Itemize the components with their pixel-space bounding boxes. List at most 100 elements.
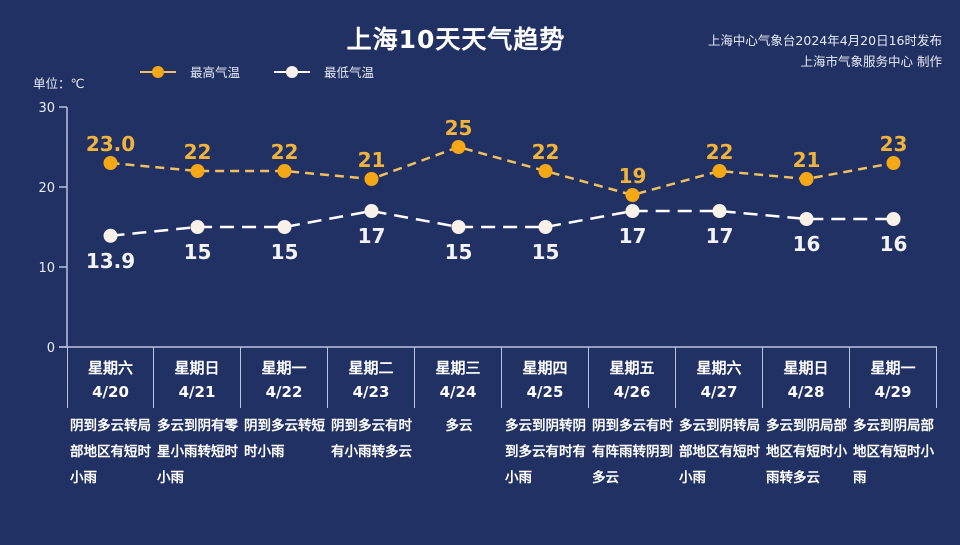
legend-item-high[interactable]: 最高气温 [140, 62, 240, 81]
weekday-label: 星期二 [348, 359, 394, 377]
weather-description: 阴到多云有时有小雨转多云 [331, 418, 412, 460]
weather-description: 阴到多云转局部地区有短时小雨 [70, 418, 151, 486]
low-temp-label: 15 [445, 240, 473, 264]
low-temp-label: 15 [532, 240, 560, 264]
weather-description: 多云到阴转局部地区有短时小雨 [679, 418, 760, 486]
high-temp-label: 19 [619, 164, 647, 188]
legend-label-low: 最低气温 [324, 65, 375, 80]
date-label: 4/21 [178, 383, 216, 401]
low-temp-point [625, 204, 640, 218]
high-temp-label: 23.0 [86, 132, 135, 156]
low-temp-point [538, 220, 553, 234]
weekday-label: 星期三 [435, 359, 481, 377]
low-temp-point [886, 212, 901, 226]
legend-item-low[interactable]: 最低气温 [274, 62, 374, 81]
high-temp-point [538, 164, 553, 178]
high-temp-point [799, 172, 814, 186]
weekday-label: 星期一 [261, 359, 307, 377]
day-column-header: 星期一 4/29 [850, 347, 937, 408]
date-label: 4/20 [92, 383, 129, 401]
weekday-label: 星期日 [174, 359, 220, 377]
day-column-header: 星期日 4/21 [154, 347, 241, 408]
publisher-line-2: 上海市气象服务中心 制作 [800, 54, 942, 69]
weather-description: 多云到阴转阴到多云有时有小雨 [505, 418, 586, 486]
y-tick-label: 30 [38, 101, 55, 116]
high-temp-line [110, 145, 894, 197]
publisher-line-1: 上海中心气象台2024年4月20日16时发布 [707, 33, 942, 48]
weather-description: 多云到阴局部地区有短时小雨转多云 [766, 418, 847, 486]
high-temp-label: 21 [358, 148, 386, 172]
high-temp-label: 25 [445, 116, 473, 140]
day-column-header: 星期六 4/20 [67, 347, 154, 408]
low-temp-point [451, 220, 466, 234]
unit-label: 单位：℃ [33, 76, 85, 91]
date-label: 4/29 [874, 383, 912, 401]
category-axis: 星期六 4/20 星期日 4/21 星期一 4/22 星期二 4/23 星期三 4/24… [67, 347, 937, 408]
weekday-label: 星期五 [609, 359, 655, 377]
low-temp-label: 17 [706, 224, 734, 248]
day-column-header: 星期四 4/25 [502, 347, 589, 408]
weather-description: 阴到多云转短时小雨 [244, 418, 325, 460]
high-temp-label: 22 [706, 140, 734, 164]
date-label: 4/26 [613, 383, 651, 401]
date-label: 4/25 [526, 383, 564, 401]
high-temp-label: 22 [271, 140, 299, 164]
date-label: 4/22 [265, 383, 303, 401]
high-temp-point [625, 188, 640, 202]
low-temp-point [712, 204, 727, 218]
low-temp-line [110, 209, 894, 238]
weather-description: 多云到阴局部地区有短时小雨 [853, 418, 934, 486]
low-temp-label: 15 [271, 240, 299, 264]
weekday-label: 星期六 [87, 359, 133, 377]
high-temp-point [451, 140, 466, 154]
orange-dot-line-icon [140, 65, 176, 78]
publisher-info: 上海中心气象台2024年4月20日16时发布 上海市气象服务中心 制作 [708, 30, 942, 72]
low-temp-point [364, 204, 379, 218]
weather-description: 多云到阴有零星小雨转短时小雨 [157, 418, 238, 486]
day-column-header: 星期二 4/23 [328, 347, 415, 408]
weekday-label: 星期一 [870, 359, 916, 377]
low-temp-label: 16 [880, 232, 908, 256]
low-temp-point [103, 228, 118, 243]
date-label: 4/23 [352, 383, 390, 401]
date-label: 4/24 [439, 383, 477, 401]
low-temp-point [190, 220, 205, 234]
legend: 最高气温 最低气温 [140, 62, 408, 81]
day-column-header: 星期六 4/27 [676, 347, 763, 408]
day-column-header: 星期一 4/22 [241, 347, 328, 408]
high-temp-point [364, 172, 379, 186]
day-column-header: 星期日 4/28 [763, 347, 850, 408]
y-tick-label: 20 [38, 181, 55, 196]
weather-descriptions: 阴到多云转局部地区有短时小雨 多云到阴有零星小雨转短时小雨 阴到多云转短时小雨 阴到多… [67, 413, 937, 491]
weather-description: 阴到多云有时有阵雨转阴到多云 [592, 418, 673, 486]
high-temp-label: 22 [532, 140, 560, 164]
y-tick-label: 0 [47, 341, 55, 356]
chart-title: 上海10天天气趋势 [346, 25, 566, 54]
high-temp-label: 23 [880, 132, 908, 156]
low-temp-point [277, 220, 292, 234]
low-temp-point [799, 212, 814, 226]
weather-description: 多云 [445, 418, 473, 434]
date-label: 4/28 [787, 383, 825, 401]
day-column-header: 星期三 4/24 [415, 347, 502, 408]
low-temp-label: 13.9 [86, 249, 135, 273]
high-temp-label: 22 [184, 140, 212, 164]
high-temp-label: 21 [793, 148, 821, 172]
low-temp-label: 17 [619, 224, 647, 248]
day-column-header: 星期五 4/26 [589, 347, 676, 408]
legend-label-high: 最高气温 [190, 65, 241, 80]
date-label: 4/27 [700, 383, 738, 401]
high-temp-point [103, 156, 118, 170]
low-temp-label: 17 [358, 224, 386, 248]
weekday-label: 星期六 [696, 359, 742, 377]
high-temp-point [277, 164, 292, 178]
weekday-label: 星期日 [783, 359, 829, 377]
white-dot-line-icon [274, 65, 311, 78]
low-temp-label: 16 [793, 232, 821, 256]
high-temp-point [712, 164, 727, 178]
high-temp-point [886, 156, 901, 170]
y-tick-label: 10 [38, 261, 55, 276]
high-temp-point [190, 164, 205, 178]
weekday-label: 星期四 [522, 359, 568, 377]
